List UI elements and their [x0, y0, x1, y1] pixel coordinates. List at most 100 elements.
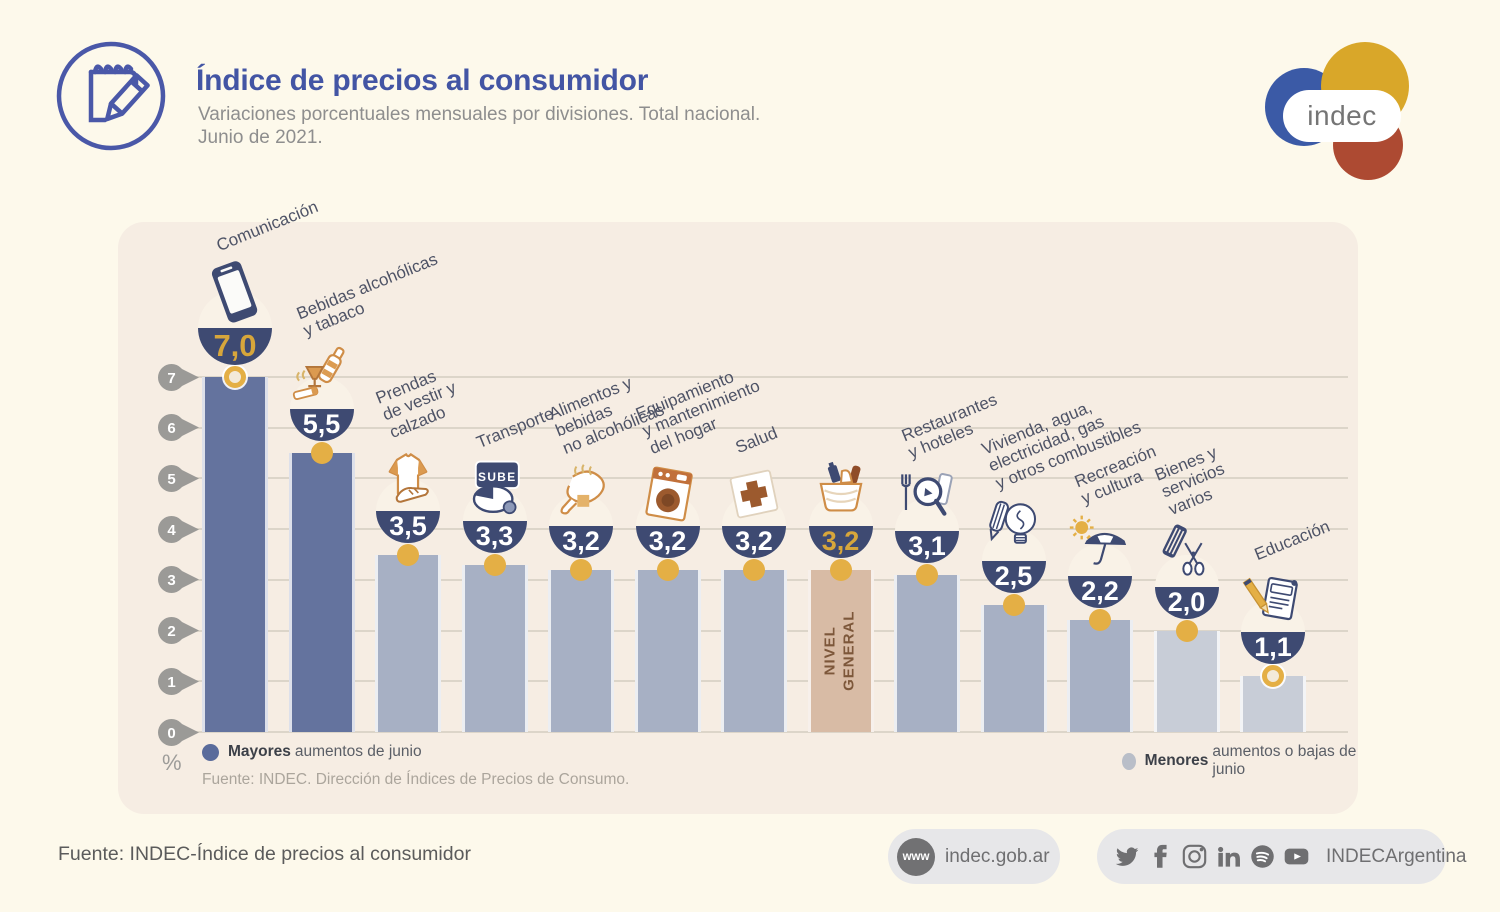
value-badge-equipamiento-y-mantenimiento-del-hogar: 3,2 — [635, 466, 700, 558]
badge-value: 2,2 — [1081, 576, 1119, 607]
badge-cup: 3,3 — [462, 520, 527, 553]
value-badge-comunicacion: 7,0 — [198, 261, 272, 366]
bar-top-marker-ring-educacion — [1262, 665, 1284, 688]
badge-value: 7,0 — [213, 328, 257, 364]
svg-text:7: 7 — [167, 370, 175, 387]
badge-cup: 3,2 — [549, 525, 613, 558]
bar-top-marker-dot-nivel-general — [829, 558, 852, 581]
badge-value: 1,1 — [1254, 632, 1292, 663]
badge-cup: 3,2 — [808, 525, 873, 558]
badge-cup: 1,1 — [1241, 632, 1305, 665]
badge-value: 3,2 — [735, 525, 773, 556]
badge-value: 3,3 — [475, 520, 514, 551]
page-title: Índice de precios al consumidor — [196, 64, 649, 97]
badge-value: 2,5 — [994, 561, 1033, 592]
youtube-icon — [1283, 843, 1310, 870]
subtitle-line-2: Junio de 2021. — [198, 127, 323, 148]
bar-top-marker-dot-salud — [743, 558, 765, 581]
badge-cup: 7,0 — [198, 328, 272, 366]
badge-value: 5,5 — [302, 409, 341, 440]
y-axis-tick-5: 5 — [158, 464, 202, 492]
restaurant-icon — [895, 467, 959, 536]
value-badge-transporte: SUBE 3,3 — [462, 460, 527, 553]
legend-menores-bold: Menores — [1144, 752, 1209, 769]
value-badge-salud: 3,2 — [722, 469, 786, 558]
bar-comunicacion — [202, 377, 268, 732]
y-axis-tick-0: 0 — [158, 718, 202, 746]
badge-value: 3,2 — [562, 525, 600, 556]
appliance-icon — [636, 462, 700, 531]
y-axis-unit-label: % — [162, 750, 182, 775]
chart-panel: 0 1 2 3 4 5 6 7 7,0 Comunicación 5,5 Bebidas alcoh… — [118, 197, 1358, 814]
svg-text:4: 4 — [167, 522, 176, 539]
social-handle: INDECArgentina — [1326, 845, 1467, 867]
badge-value: 2,0 — [1167, 586, 1206, 617]
category-label-prendas-de-vestir-y-calzado: Prendas de vestir y calzado — [372, 366, 459, 443]
twitter-icon — [1113, 843, 1140, 870]
gridline-6 — [184, 426, 1348, 429]
badge-cup: 5,5 — [289, 409, 354, 442]
badge-cup: 2,2 — [1068, 576, 1132, 609]
legend-mayores: Mayores aumentos de junio — [202, 743, 422, 761]
badge-cup: 2,0 — [1154, 586, 1219, 619]
svg-text:5: 5 — [167, 471, 175, 488]
category-label-comunicacion: Comunicación — [213, 196, 321, 255]
bar-top-marker-dot-bienes-y-servicios-varios — [1175, 619, 1198, 642]
website-pill: www indec.gob.ar — [888, 829, 1060, 884]
bar-top-marker-dot-prendas-de-vestir-y-calzado — [397, 543, 419, 566]
bar-vivienda-agua-electricidad-gas-y-otros-combustibles — [980, 605, 1047, 732]
bar-top-marker-dot-alimentos-y-bebidas-no-alcoholicas — [570, 558, 592, 581]
bar-recreacion-y-cultura — [1067, 620, 1133, 732]
value-badge-nivel-general: 3,2 — [808, 461, 873, 558]
legend-swatch-mayores — [202, 743, 219, 761]
value-badge-prendas-de-vestir-y-calzado: 3,5 — [376, 452, 440, 543]
bar-top-marker-dot-transporte — [483, 553, 506, 576]
bar-bienes-y-servicios-varios — [1153, 630, 1220, 732]
gridline-0 — [184, 731, 1348, 733]
value-badge-vivienda-agua-electricidad-gas-y-otros-combustibles: 2,5 — [981, 501, 1046, 594]
legend-mayores-text: aumentos de junio — [294, 743, 422, 760]
svg-text:3: 3 — [167, 572, 175, 589]
value-badge-bienes-y-servicios-varios: 2,0 — [1154, 524, 1219, 619]
y-axis-tick-2: 2 — [158, 617, 202, 645]
svg-text:2: 2 — [167, 623, 175, 640]
y-axis-tick-3: 3 — [158, 566, 202, 594]
value-badge-educacion: 1,1 — [1241, 577, 1305, 665]
badge-cup: 3,2 — [722, 525, 786, 558]
food-icon — [549, 462, 613, 531]
bar-transporte — [461, 564, 528, 732]
wine-tobacco-icon — [290, 345, 354, 414]
bar-restaurantes-y-hoteles — [894, 574, 960, 732]
clothing-icon — [376, 447, 440, 516]
linkedin-icon — [1215, 843, 1242, 870]
education-notebook-icon — [1241, 568, 1305, 637]
category-label-bienes-y-servicios-varios: Bienes y servicios varios — [1151, 442, 1227, 519]
page-subtitle: Variaciones porcentuales mensuales por d… — [198, 103, 760, 149]
legend-menores: Menores aumentos o bajas de junio — [1122, 743, 1358, 779]
social-pill: INDECArgentina — [1097, 829, 1466, 884]
svg-text:SUBE: SUBE — [478, 469, 516, 483]
bar-inline-label-nivel-general: NIVEL GENERAL — [821, 610, 858, 692]
website-url: indec.gob.ar — [945, 845, 1050, 867]
notebook-pencil-icon — [53, 38, 169, 159]
bar-bebidas-alcoholicas-y-tabaco — [288, 453, 355, 732]
bar-equipamiento-y-mantenimiento-del-hogar — [634, 569, 701, 732]
badge-value: 3,5 — [389, 510, 427, 541]
badge-cup: 3,1 — [895, 530, 959, 563]
y-axis-tick-7: 7 — [158, 363, 202, 391]
facebook-icon — [1147, 843, 1174, 870]
grooming-icon — [1155, 523, 1219, 592]
footer-source: Fuente: INDEC-Índice de precios al consu… — [58, 843, 471, 865]
bar-nivel-general: NIVEL GENERAL — [807, 569, 874, 732]
svg-text:6: 6 — [167, 420, 175, 437]
legend-mayores-bold: Mayores — [228, 743, 291, 760]
legend-menores-text: aumentos o bajas de junio — [1212, 743, 1357, 778]
spotify-icon — [1249, 843, 1276, 870]
bar-prendas-de-vestir-y-calzado — [375, 554, 441, 732]
value-badge-alimentos-y-bebidas-no-alcoholicas: 3,2 — [549, 463, 613, 558]
bar-top-marker-ring-comunicacion — [224, 366, 246, 389]
value-badge-bebidas-alcoholicas-y-tabaco: 5,5 — [289, 347, 354, 442]
logo-wordmark: indec — [1283, 90, 1401, 142]
shopping-basket-icon — [809, 461, 873, 531]
bar-top-marker-dot-recreacion-y-cultura — [1089, 609, 1111, 632]
